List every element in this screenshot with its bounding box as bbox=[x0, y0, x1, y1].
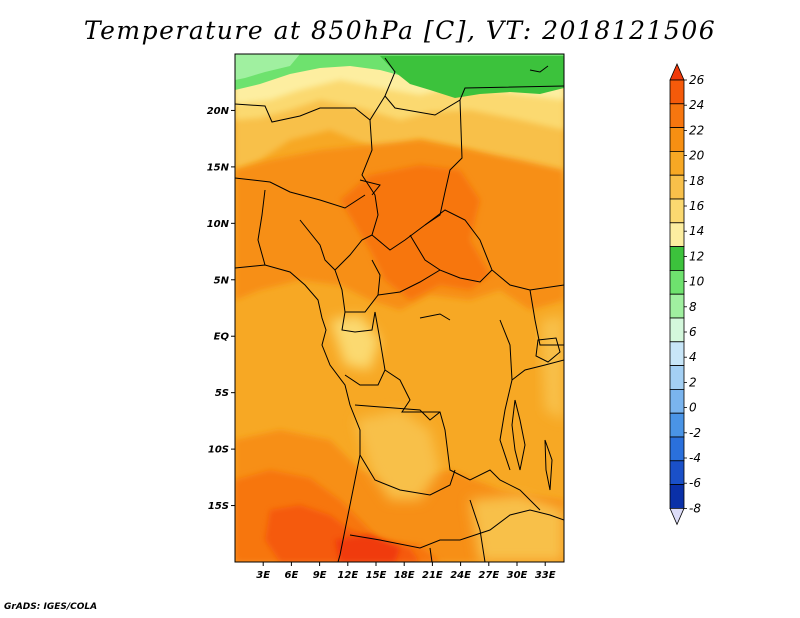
colorbar-box bbox=[669, 79, 685, 105]
colorbar-level-label: 12 bbox=[689, 249, 704, 263]
colorbar-level-label: 6 bbox=[689, 325, 697, 339]
colorbar-box bbox=[669, 127, 685, 152]
colorbar-level-label: 8 bbox=[689, 300, 697, 314]
credit-text: GrADS: IGES/COLA bbox=[4, 602, 98, 612]
colorbar-box bbox=[669, 460, 685, 485]
latitude-axis: 20N 15N 10N 5N EQ 5S 10S 15S bbox=[207, 106, 235, 512]
colorbar-box bbox=[669, 103, 685, 129]
colorbar-box bbox=[669, 412, 685, 438]
lat-tick-label: 15S bbox=[208, 501, 229, 512]
lon-tick-label: 27E bbox=[478, 570, 499, 581]
colorbar-box bbox=[669, 341, 685, 366]
colorbar-level-label: -2 bbox=[689, 426, 701, 440]
field-16-18-southeast bbox=[470, 495, 564, 562]
lon-tick-label: 18E bbox=[394, 570, 415, 581]
colorbar-bottom-arrow bbox=[669, 508, 685, 526]
lat-tick-label: 5N bbox=[214, 275, 230, 286]
lat-tick-label: 15N bbox=[207, 162, 230, 173]
colorbar-box bbox=[669, 246, 685, 271]
chart-title: Temperature at 850hPa [C], VT: 201812150… bbox=[83, 16, 717, 45]
field-12-14-green bbox=[380, 56, 564, 98]
lon-tick-label: 9E bbox=[313, 570, 327, 581]
colorbar-level-label: 10 bbox=[689, 275, 705, 289]
map-frame bbox=[234, 53, 565, 563]
temperature-field bbox=[235, 54, 564, 562]
lat-tick-label: 20N bbox=[207, 106, 230, 117]
field-26-plus bbox=[335, 535, 400, 562]
lon-tick-label: 3E bbox=[256, 570, 270, 581]
colorbar-level-label: 0 bbox=[689, 401, 697, 415]
lon-tick-label: 24E bbox=[450, 570, 471, 581]
colorbar-level-label: 20 bbox=[689, 149, 705, 163]
colorbar-box bbox=[669, 365, 685, 390]
colorbar-level-label: 24 bbox=[689, 98, 704, 112]
lon-tick-label: 15E bbox=[366, 570, 387, 581]
colorbar-level-label: 2 bbox=[689, 375, 697, 389]
colorbar-box bbox=[669, 388, 685, 414]
lat-tick-label: 10N bbox=[207, 219, 230, 230]
lat-tick-label: 10S bbox=[208, 445, 229, 456]
lat-tick-label: 5S bbox=[215, 388, 229, 399]
longitude-axis: 3E 6E 9E 12E 15E 18E 21E 24E 27E 30E 33E bbox=[256, 562, 556, 581]
colorbar-level-label: 4 bbox=[689, 350, 697, 364]
colorbar-level-label: 22 bbox=[689, 123, 704, 137]
lon-tick-label: 12E bbox=[337, 570, 358, 581]
colorbar-box bbox=[669, 317, 685, 343]
colorbar-level-label: 26 bbox=[689, 73, 705, 87]
colorbar-box bbox=[669, 174, 685, 200]
colorbar-level-label: -4 bbox=[689, 451, 701, 465]
colorbar-top-arrow bbox=[669, 63, 685, 81]
field-8-10 bbox=[235, 54, 300, 80]
lon-tick-label: 6E bbox=[285, 570, 299, 581]
field-16-18-south bbox=[355, 410, 440, 500]
lat-tick-label: EQ bbox=[214, 332, 230, 343]
colorbar-box bbox=[669, 436, 685, 462]
colorbar-level-label: -6 bbox=[689, 476, 701, 490]
lon-tick-label: 30E bbox=[507, 570, 528, 581]
colorbar-box bbox=[669, 198, 685, 224]
colorbar-box bbox=[669, 293, 685, 319]
colorbar-box bbox=[669, 269, 685, 295]
colorbar-level-label: -8 bbox=[689, 501, 701, 515]
colorbar-box bbox=[669, 150, 685, 176]
colorbar-level-label: 16 bbox=[689, 199, 705, 213]
colorbar-level-label: 18 bbox=[689, 174, 705, 188]
country-borders bbox=[235, 57, 564, 562]
colorbar-box bbox=[669, 222, 685, 248]
colorbar-box bbox=[669, 484, 685, 509]
field-16-18-east bbox=[540, 315, 564, 420]
colorbar-level-label: 14 bbox=[689, 224, 704, 238]
lon-tick-label: 33E bbox=[535, 570, 556, 581]
lon-tick-label: 21E bbox=[422, 570, 443, 581]
